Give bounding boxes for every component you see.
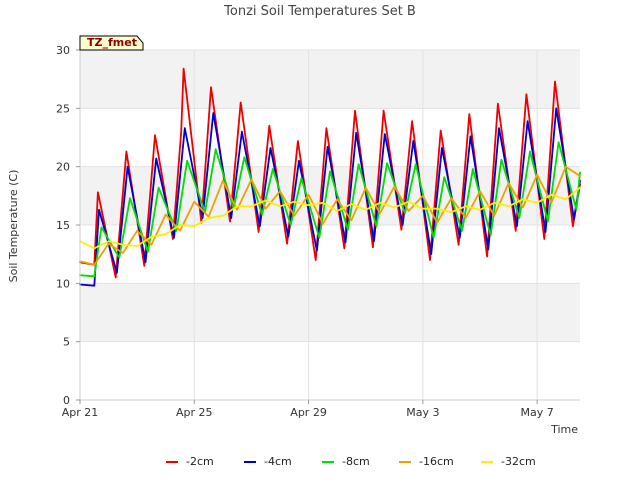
series-line-4cm	[79, 107, 581, 287]
plot-band	[80, 50, 580, 109]
x-axis-ticks: Apr 21 Apr 25 Apr 29 May 3 May 7	[62, 400, 554, 419]
x-axis-label: Time	[550, 423, 578, 436]
site-badge-label: TZ_fmet	[87, 36, 137, 49]
y-tick-label: 20	[56, 161, 70, 174]
y-tick-label: 0	[63, 394, 70, 407]
y-axis-ticks: 0 5 10 15 20 25 30	[56, 44, 80, 407]
site-badge-box	[79, 35, 144, 51]
y-tick-label: 10	[56, 277, 70, 290]
site-badge: TZ_fmet	[79, 35, 144, 51]
y-tick-label: 25	[56, 102, 70, 115]
legend: -2cm -4cm -8cm -16cm -32cm	[166, 455, 536, 468]
legend-label: -16cm	[419, 455, 454, 468]
x-tick-label: Apr 29	[290, 406, 327, 419]
series-line-2cm	[79, 67, 581, 279]
chart-title: Tonzi Soil Temperatures Set B	[223, 4, 416, 19]
plot-band	[80, 283, 580, 342]
series-line-32cm	[79, 186, 581, 250]
x-tick-label: May 7	[521, 406, 554, 419]
series-line-8cm	[79, 141, 581, 278]
y-tick-label: 5	[63, 336, 70, 349]
legend-label: -2cm	[186, 455, 214, 468]
legend-label: -32cm	[501, 455, 536, 468]
x-tick-label: Apr 25	[176, 406, 213, 419]
series-layer	[79, 67, 581, 287]
series-line-16cm	[79, 165, 581, 266]
y-tick-label: 15	[56, 219, 70, 232]
y-axis-label: Soil Temperature (C)	[7, 170, 20, 283]
x-tick-label: May 3	[406, 406, 439, 419]
x-tick-label: Apr 21	[62, 406, 99, 419]
legend-label: -8cm	[342, 455, 370, 468]
legend-label: -4cm	[264, 455, 292, 468]
y-tick-label: 30	[56, 44, 70, 57]
